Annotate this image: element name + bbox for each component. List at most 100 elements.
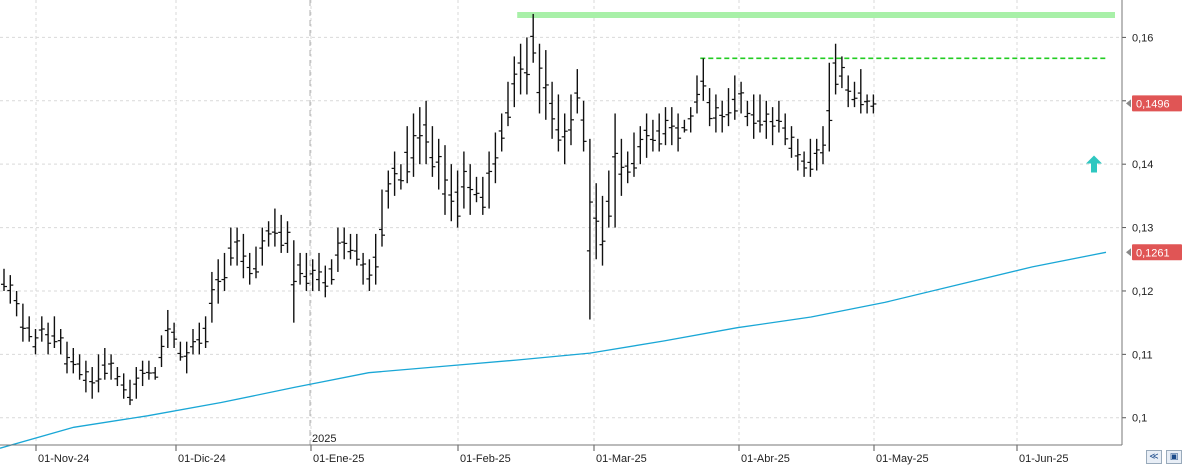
ohlc-bar — [265, 221, 272, 247]
ohlc-bar — [38, 316, 45, 342]
ohlc-bar — [196, 322, 203, 355]
ohlc-bar — [738, 81, 745, 114]
x-tick-label: 01-Dic-24 — [178, 453, 226, 465]
ohlc-bar — [750, 94, 757, 139]
signal-arrow — [1086, 155, 1102, 173]
ohlc-bar — [775, 100, 782, 133]
ohlc-bar — [290, 240, 297, 323]
ohlc-bar — [536, 43, 543, 114]
ohlc-bar — [303, 252, 310, 291]
ohlc-bar — [13, 290, 20, 317]
x-tick-label: 01-Jun-25 — [1019, 453, 1069, 465]
ohlc-bar — [744, 100, 751, 127]
ohlc-bar — [423, 100, 430, 165]
ohlc-bar — [297, 252, 304, 285]
ohlc-bar — [379, 189, 385, 247]
x-tick-label: 01-Feb-25 — [460, 453, 511, 465]
y-tick-label: 0,1 — [1132, 413, 1147, 425]
ohlc-bar — [45, 322, 52, 355]
ohlc-bar — [460, 151, 467, 209]
ohlc-bar — [467, 164, 474, 215]
ohlc-bar — [32, 328, 39, 355]
x-tick-label: 01-Abr-25 — [741, 453, 790, 465]
ohlc-bar — [278, 214, 285, 253]
ohlc-bar — [416, 107, 423, 165]
ohlc-bar — [372, 233, 379, 285]
ohlc-bar — [366, 259, 373, 291]
ohlc-bar — [731, 75, 738, 120]
moving-average-line — [0, 251, 1107, 449]
ohlc-bar — [605, 170, 612, 228]
ohlc-bar — [675, 113, 682, 152]
ohlc-bar — [259, 227, 266, 266]
ohlc-bar — [788, 126, 795, 158]
ohlc-bar — [820, 126, 826, 165]
ohlc-bar — [794, 138, 801, 171]
ohlc-bar — [618, 138, 625, 196]
ohlc-bar — [353, 233, 360, 266]
moving-average-badge-bg — [1132, 244, 1182, 261]
ohlc-bar — [127, 379, 133, 406]
ohlc-bar — [782, 113, 789, 146]
ohlc-bar — [101, 348, 108, 380]
x-tick-label: 01-Nov-24 — [38, 453, 89, 465]
ohlc-bar — [656, 113, 663, 152]
ohlc-bar — [253, 246, 259, 279]
ohlc-bar — [612, 113, 619, 228]
ohlc-bar — [410, 113, 417, 177]
ohlc-bar — [120, 373, 127, 399]
ohlc-bar — [473, 176, 480, 203]
ohlc-bar — [145, 360, 152, 380]
ohlc-bar — [712, 94, 719, 133]
ohlc-bar — [435, 138, 442, 190]
ohlc-bar — [568, 94, 574, 146]
up-arrow-icon — [1086, 155, 1102, 173]
ohlc-bar — [57, 328, 64, 355]
save-disk-icon[interactable]: ▣ — [1166, 450, 1182, 464]
ohlc-bar — [700, 58, 707, 101]
ohlc-bar — [316, 252, 322, 291]
ohlc-bar — [158, 335, 165, 368]
ohlc-bar — [813, 138, 820, 171]
ohlc-bar — [429, 126, 436, 177]
ohlc-bar — [360, 252, 367, 285]
ohlc-bar — [7, 275, 14, 304]
ohlc-bar — [51, 316, 58, 349]
ohlc-bar — [757, 94, 763, 133]
y-tick-label: 0,14 — [1132, 159, 1153, 171]
ohlc-bar — [89, 367, 96, 399]
ohlc-bar — [309, 259, 316, 291]
ohlc-bar — [580, 100, 587, 152]
ohlc-bar — [851, 81, 858, 108]
ohlc-bar — [643, 113, 650, 158]
moving-average-badge-pointer — [1126, 248, 1131, 257]
ohlc-bar — [505, 81, 511, 127]
ohlc-bar — [706, 88, 713, 127]
ohlc-bar — [1, 268, 7, 291]
ohlc-bar — [486, 151, 493, 209]
ohlc-bar — [215, 259, 222, 304]
ohlc-bar — [492, 132, 499, 184]
ohlc-bar — [826, 62, 833, 152]
ohlc-bar — [593, 183, 600, 260]
zoom-chevron-icon[interactable]: ≪ — [1146, 450, 1162, 464]
ohlc-bar — [631, 132, 637, 177]
ohlc-bar — [870, 94, 877, 114]
last-price-badge-bg — [1132, 95, 1182, 112]
resistance-lines — [517, 11, 1115, 60]
ohlc-bar — [183, 341, 190, 374]
ohlc-bar — [385, 170, 392, 209]
ohlc-bar — [511, 56, 518, 108]
ohlc-bar — [832, 43, 839, 95]
ohlc-bar — [586, 138, 593, 320]
ohlc-bar — [171, 322, 178, 349]
axes: 0,160,150,140,130,120,110,101-Nov-2401-D… — [0, 0, 1153, 465]
ohlc-bar — [624, 151, 631, 184]
ohlc-bar — [202, 316, 209, 349]
ohlc-bar — [523, 37, 530, 95]
ohlc-bar — [26, 316, 33, 342]
ohlc-bar — [328, 259, 335, 285]
ohlc-bar — [234, 227, 241, 266]
ohlc-bar — [271, 208, 278, 247]
